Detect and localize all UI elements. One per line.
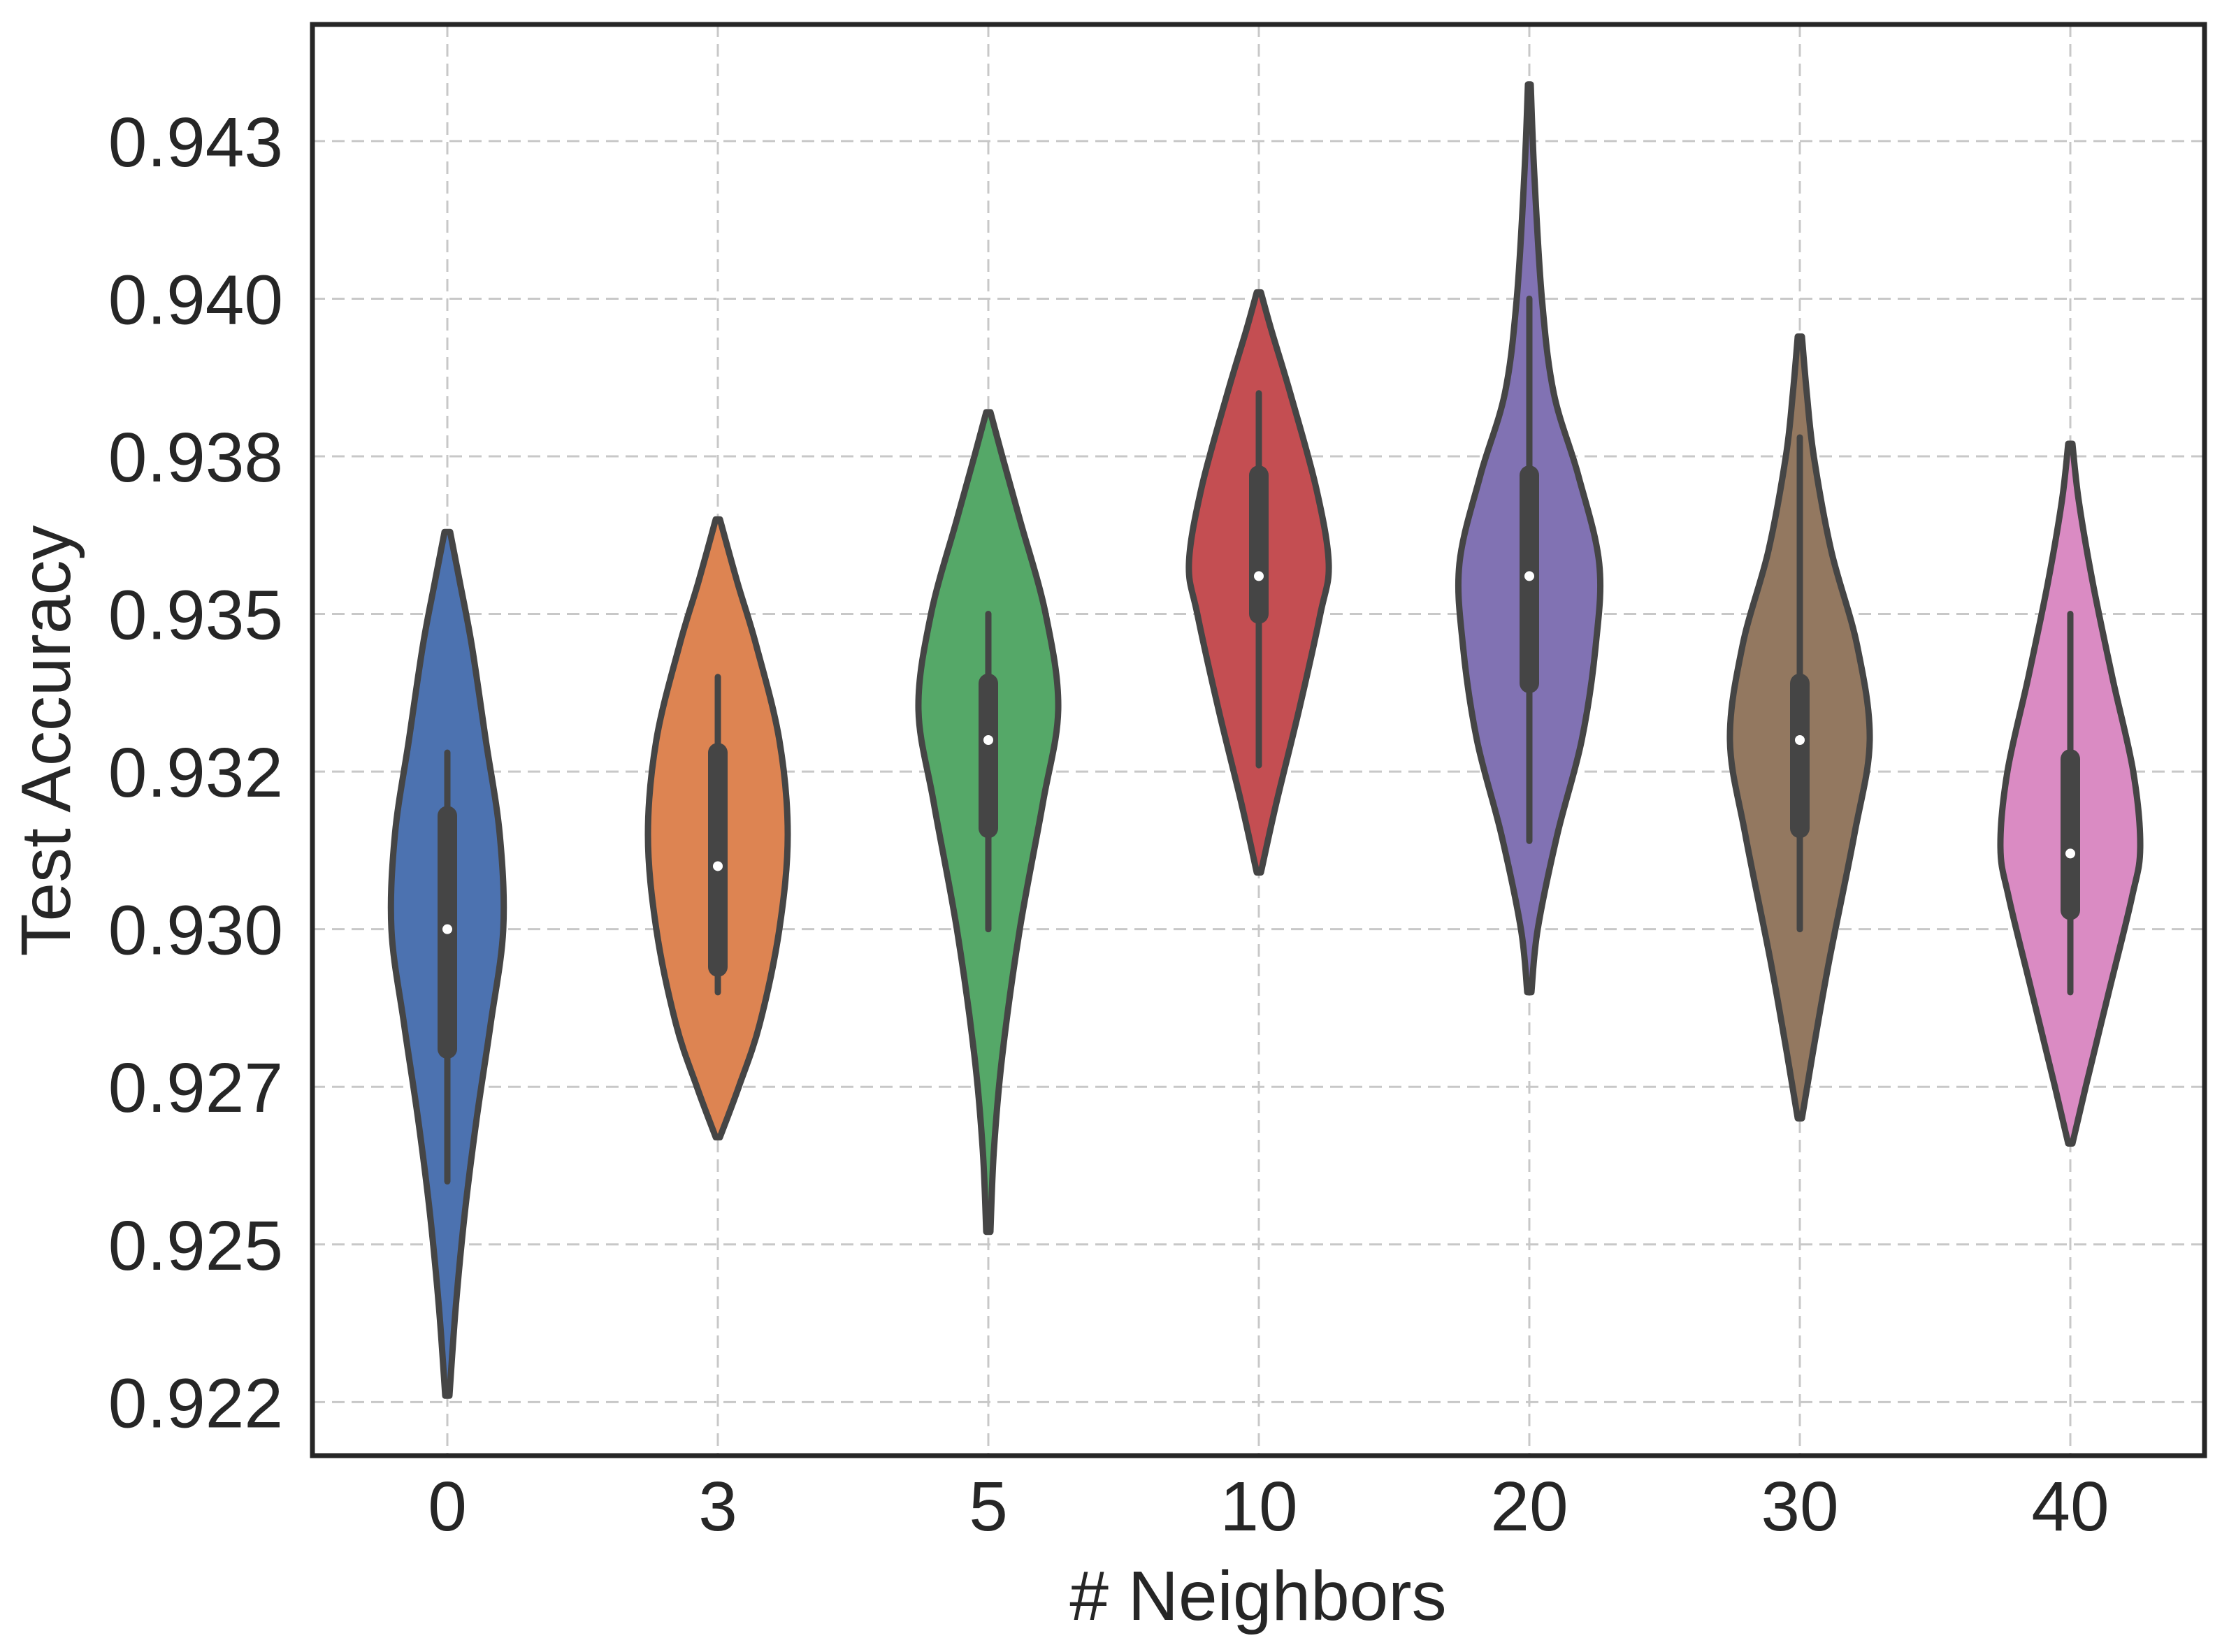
violin-40	[1997, 440, 2144, 1147]
x-tick-label: 0	[428, 1468, 467, 1546]
violin-10	[1185, 289, 1332, 876]
x-tick-label: 3	[698, 1468, 737, 1546]
x-tick-label: 20	[1490, 1468, 1568, 1546]
y-tick-label: 0.925	[108, 1207, 283, 1285]
violin-3	[644, 516, 791, 1140]
x-tick-label: 10	[1220, 1468, 1297, 1546]
y-tick-label: 0.940	[108, 261, 283, 339]
y-axis-label: Test Accuracy	[7, 526, 85, 957]
y-tick-label: 0.943	[108, 103, 283, 182]
y-tick-label: 0.938	[108, 419, 283, 497]
x-tick-labels: 0 3 5 10 20 30 40	[428, 1468, 2109, 1546]
plot-frame	[310, 22, 2207, 1458]
violin-30	[1726, 333, 1873, 1122]
y-tick-label: 0.927	[108, 1049, 283, 1127]
median-dot	[1795, 735, 1805, 745]
violin-20	[1455, 81, 1604, 996]
median-dot	[713, 861, 723, 871]
violin-0	[387, 528, 507, 1399]
y-tick-label: 0.930	[108, 892, 283, 970]
median-dot	[442, 924, 452, 934]
y-tick-label: 0.932	[108, 734, 283, 812]
median-dot	[1254, 571, 1264, 581]
y-tick-labels: 0.922 0.925 0.927 0.930 0.932 0.935 0.938 0.940…	[108, 103, 283, 1442]
violins	[387, 81, 2144, 1399]
violin-5	[915, 409, 1062, 1236]
median-dot	[2065, 848, 2075, 859]
x-tick-label: 40	[2031, 1468, 2109, 1546]
median-dot	[983, 735, 993, 745]
y-tick-label: 0.922	[108, 1364, 283, 1442]
x-tick-label: 30	[1761, 1468, 1838, 1546]
x-axis-label: # Neighbors	[1069, 1557, 1446, 1635]
y-tick-label: 0.935	[108, 577, 283, 655]
median-dot	[1524, 571, 1534, 581]
x-tick-label: 5	[969, 1468, 1008, 1546]
